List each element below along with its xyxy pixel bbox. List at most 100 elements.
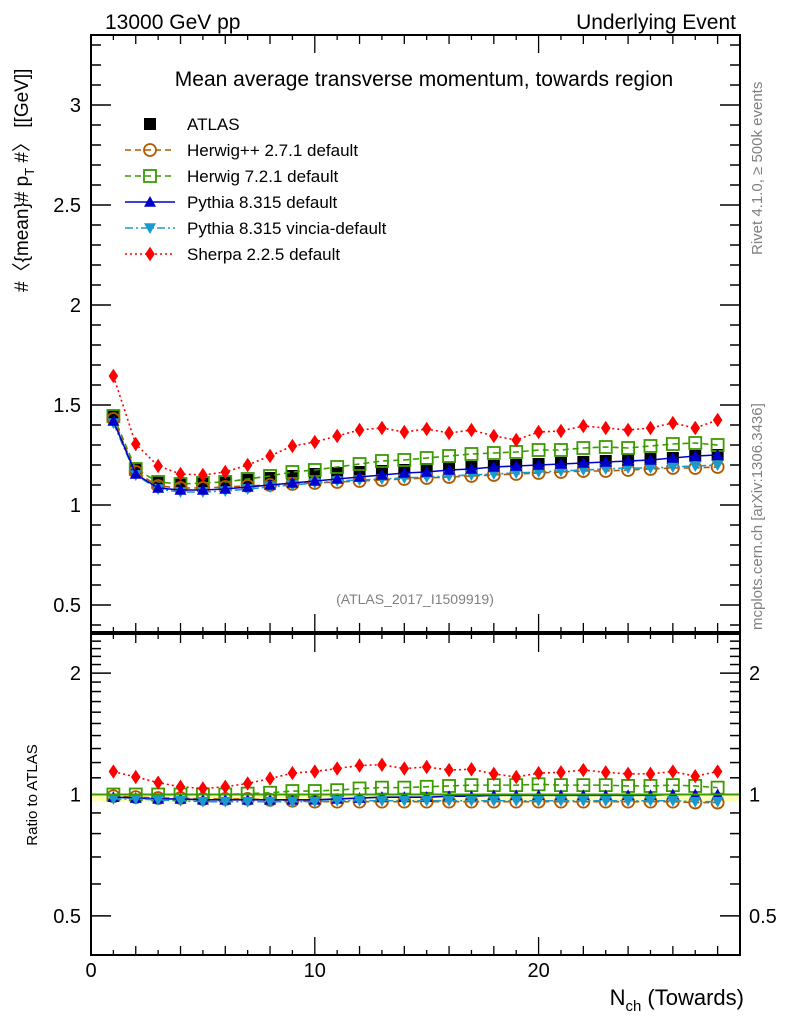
main-point-herwig-7-2-1-default — [688, 436, 703, 450]
legend-item-herwig-2-7-1-default: Herwig++ 2.7.1 default — [125, 141, 358, 160]
ratio-ytick-label-left: 0.5 — [53, 906, 81, 928]
ratio-point-pythia-8-315-vincia-default — [577, 795, 590, 807]
ratio-point-sherpa-2-2-5-default — [175, 779, 186, 794]
x-axis-label-rest: (Towards) — [641, 985, 744, 1010]
main-ytick-label: 0.5 — [53, 595, 81, 617]
ratio-point-sherpa-2-2-5-default — [220, 779, 231, 794]
main-point-pythia-8-315-vincia-default — [644, 463, 657, 474]
ratio-point-sherpa-2-2-5-default — [623, 766, 633, 782]
ratio-point-pythia-8-315-vincia-default — [196, 796, 209, 808]
ratio-point-pythia-8-315-vincia-default — [689, 796, 702, 808]
main-point-herwig-7-2-1-default — [621, 441, 636, 455]
main-point-pythia-8-315-vincia-default — [711, 460, 724, 471]
main-point-herwig-7-2-1-default — [554, 443, 568, 457]
analysis-label: (ATLAS_2017_I1509919) — [336, 591, 494, 607]
ratio-point-sherpa-2-2-5-default — [556, 765, 566, 780]
ratio-point-sherpa-2-2-5-default — [354, 758, 365, 773]
ratio-series-group — [106, 757, 725, 810]
ratio-uncertainty-band — [91, 796, 740, 802]
main-point-sherpa-2-2-5-default — [220, 464, 231, 480]
header-energy-label: 13000 GeV pp — [105, 11, 240, 34]
main-point-sherpa-2-2-5-default — [108, 368, 119, 384]
main-line-sherpa-2-2-5-default — [112, 375, 718, 476]
ratio-point-pythia-8-315-vincia-default — [398, 795, 411, 807]
main-point-pythia-8-315-default — [353, 471, 366, 482]
ratio-point-pythia-8-315-vincia-default — [241, 796, 254, 808]
main-point-pythia-8-315-default — [152, 482, 165, 493]
ratio-point-pythia-8-315-vincia-default — [286, 796, 299, 808]
main-point-sherpa-2-2-5-default — [332, 428, 342, 444]
main-ytick-label: 2 — [70, 295, 81, 317]
legend-marker-atlas — [144, 118, 156, 130]
main-y-axis-label-rest: #〉 [[GeV]] — [11, 69, 33, 168]
x-tick-label: 10 — [304, 960, 326, 982]
main-point-pythia-8-315-default — [241, 481, 254, 492]
ratio-y-axis-label: Ratio to ATLAS — [24, 744, 41, 845]
ratio-point-sherpa-2-2-5-default — [533, 765, 544, 781]
legend-item-pythia-8-315-vincia-default: Pythia 8.315 vincia-default — [125, 219, 387, 238]
main-y-axis-label-sub: T — [22, 168, 37, 176]
legend-marker-pythia-8-315-default — [144, 196, 156, 207]
main-ytick-label: 1 — [70, 495, 81, 517]
ratio-point-sherpa-2-2-5-default — [242, 776, 253, 791]
ratio-point-pythia-8-315-vincia-default — [331, 795, 344, 807]
main-point-sherpa-2-2-5-default — [198, 467, 208, 483]
main-point-sherpa-2-2-5-default — [668, 415, 678, 431]
main-point-sherpa-2-2-5-default — [533, 424, 544, 440]
x-tick-label: 0 — [85, 960, 96, 982]
main-point-herwig-7-2-1-default — [397, 453, 412, 467]
legend-marker-sherpa-2-2-5-default — [145, 246, 155, 262]
main-point-pythia-8-315-default — [622, 455, 635, 466]
ratio-point-sherpa-2-2-5-default — [198, 781, 208, 796]
main-point-atlas — [264, 472, 277, 484]
main-point-pythia-8-315-default — [666, 452, 679, 463]
legend-label: ATLAS — [187, 115, 240, 134]
main-point-pythia-8-315-default — [689, 450, 702, 461]
ratio-point-sherpa-2-2-5-default — [287, 765, 298, 781]
main-point-pythia-8-315-default — [264, 479, 277, 490]
main-point-pythia-8-315-default — [196, 484, 209, 495]
ratio-point-pythia-8-315-vincia-default — [711, 796, 724, 808]
main-frame — [90, 34, 741, 633]
main-point-pythia-8-315-default — [711, 449, 724, 460]
main-series-pythia-8-315-default — [107, 415, 724, 495]
main-point-pythia-8-315-default — [398, 467, 411, 478]
ratio-point-pythia-8-315-vincia-default — [599, 795, 612, 807]
ratio-point-sherpa-2-2-5-default — [466, 762, 477, 777]
main-point-pythia-8-315-default — [532, 459, 545, 470]
legend-item-herwig-7-2-1-default: Herwig 7.2.1 default — [125, 167, 338, 186]
main-point-sherpa-2-2-5-default — [600, 420, 611, 436]
main-series-sherpa-2-2-5-default — [108, 368, 723, 483]
ratio-point-pythia-8-315-vincia-default — [107, 794, 120, 805]
mcplots-label: mcplots.cern.ch [arXiv:1306.3436] — [749, 403, 766, 630]
legend-label: Herwig 7.2.1 default — [187, 167, 338, 186]
main-point-pythia-8-315-default — [599, 456, 612, 467]
ratio-ytick-label-right: 0.5 — [749, 906, 777, 928]
ratio-point-pythia-8-315-vincia-default — [152, 795, 165, 806]
ratio-point-sherpa-2-2-5-default — [309, 764, 320, 779]
ratio-point-sherpa-2-2-5-default — [600, 765, 611, 780]
legend-marker-pythia-8-315-vincia-default — [144, 223, 156, 234]
main-point-pythia-8-315-vincia-default — [554, 466, 567, 477]
main-point-sherpa-2-2-5-default — [399, 424, 410, 440]
main-ytick-labels: 0.5 1 1.5 2 2.5 3 — [53, 95, 81, 617]
x-axis-label: Nch (Towards) — [610, 985, 744, 1015]
legend-marker-herwig-2-7-1-default — [143, 143, 157, 157]
ratio-point-sherpa-2-2-5-default — [712, 764, 723, 779]
legend-label: Pythia 8.315 vincia-default — [187, 219, 387, 238]
ratio-point-pythia-8-315-vincia-default — [443, 795, 456, 807]
main-point-sherpa-2-2-5-default — [242, 457, 253, 473]
main-point-pythia-8-315-default — [554, 458, 567, 469]
ratio-point-sherpa-2-2-5-default — [645, 766, 656, 782]
ratio-panel: 0.5 0.5 1 1 2 2 — [53, 633, 777, 956]
ratio-point-pythia-8-315-vincia-default — [644, 795, 657, 807]
main-point-pythia-8-315-vincia-default — [510, 468, 523, 479]
main-point-pythia-8-315-default — [375, 469, 388, 480]
main-line-pythia-8-315-vincia-default — [112, 422, 718, 493]
main-point-sherpa-2-2-5-default — [690, 420, 701, 436]
main-point-sherpa-2-2-5-default — [645, 420, 656, 436]
main-point-herwig-7-2-1-default — [576, 441, 591, 455]
main-panel: Mean average transverse momentum, toward… — [53, 34, 741, 633]
ratio-point-sherpa-2-2-5-default — [489, 766, 499, 782]
